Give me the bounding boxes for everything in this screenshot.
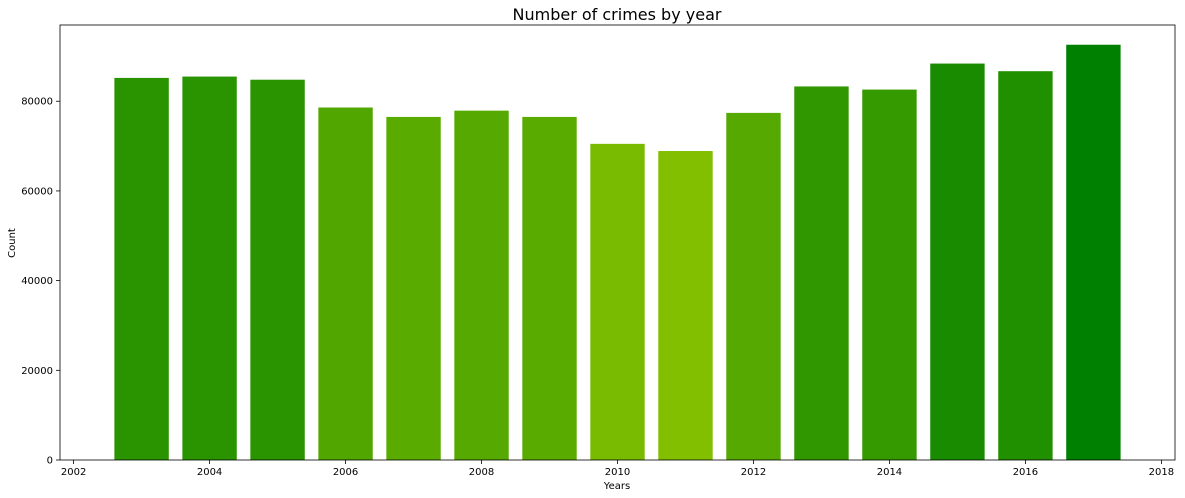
x-tick-label: 2018 (1149, 467, 1174, 478)
bar-2008 (454, 110, 509, 461)
y-tick-label: 80000 (21, 97, 53, 108)
bar-2007 (386, 116, 441, 461)
x-axis-label: Years (603, 481, 630, 492)
x-tick-label: 2012 (741, 467, 766, 478)
bar-2006 (318, 107, 373, 460)
bar-2005 (250, 79, 305, 461)
bar-2011 (658, 151, 713, 461)
bar-2012 (726, 112, 781, 460)
x-tick-label: 2004 (197, 467, 222, 478)
bars-group (114, 44, 1121, 461)
y-tick-label: 0 (47, 456, 53, 467)
x-tick-label: 2014 (877, 467, 902, 478)
y-axis: 0 20000 40000 60000 80000 (21, 97, 60, 467)
bar-2016 (998, 71, 1053, 460)
bar-2015 (930, 63, 985, 460)
bar-2010 (590, 143, 645, 460)
y-tick-label: 40000 (21, 276, 53, 287)
bar-2009 (522, 116, 577, 461)
bar-2013 (794, 86, 849, 460)
plot-frame (59, 24, 1176, 461)
bar-2017 (1066, 44, 1121, 460)
chart-title: Number of crimes by year (513, 5, 722, 24)
bar-2014 (862, 89, 917, 460)
x-tick-label: 2010 (605, 467, 630, 478)
y-tick-label: 20000 (21, 366, 53, 377)
bar-2003 (114, 77, 169, 460)
x-tick-label: 2006 (333, 467, 358, 478)
x-tick-label: 2016 (1013, 467, 1038, 478)
y-tick-label: 60000 (21, 186, 53, 197)
bar-2004 (182, 76, 237, 460)
x-tick-label: 2008 (469, 467, 494, 478)
x-tick-label: 2002 (61, 467, 86, 478)
x-axis: 2002 2004 2006 2008 2010 2012 2014 2016 2018 (61, 460, 1174, 478)
y-axis-label: Count (7, 228, 18, 258)
